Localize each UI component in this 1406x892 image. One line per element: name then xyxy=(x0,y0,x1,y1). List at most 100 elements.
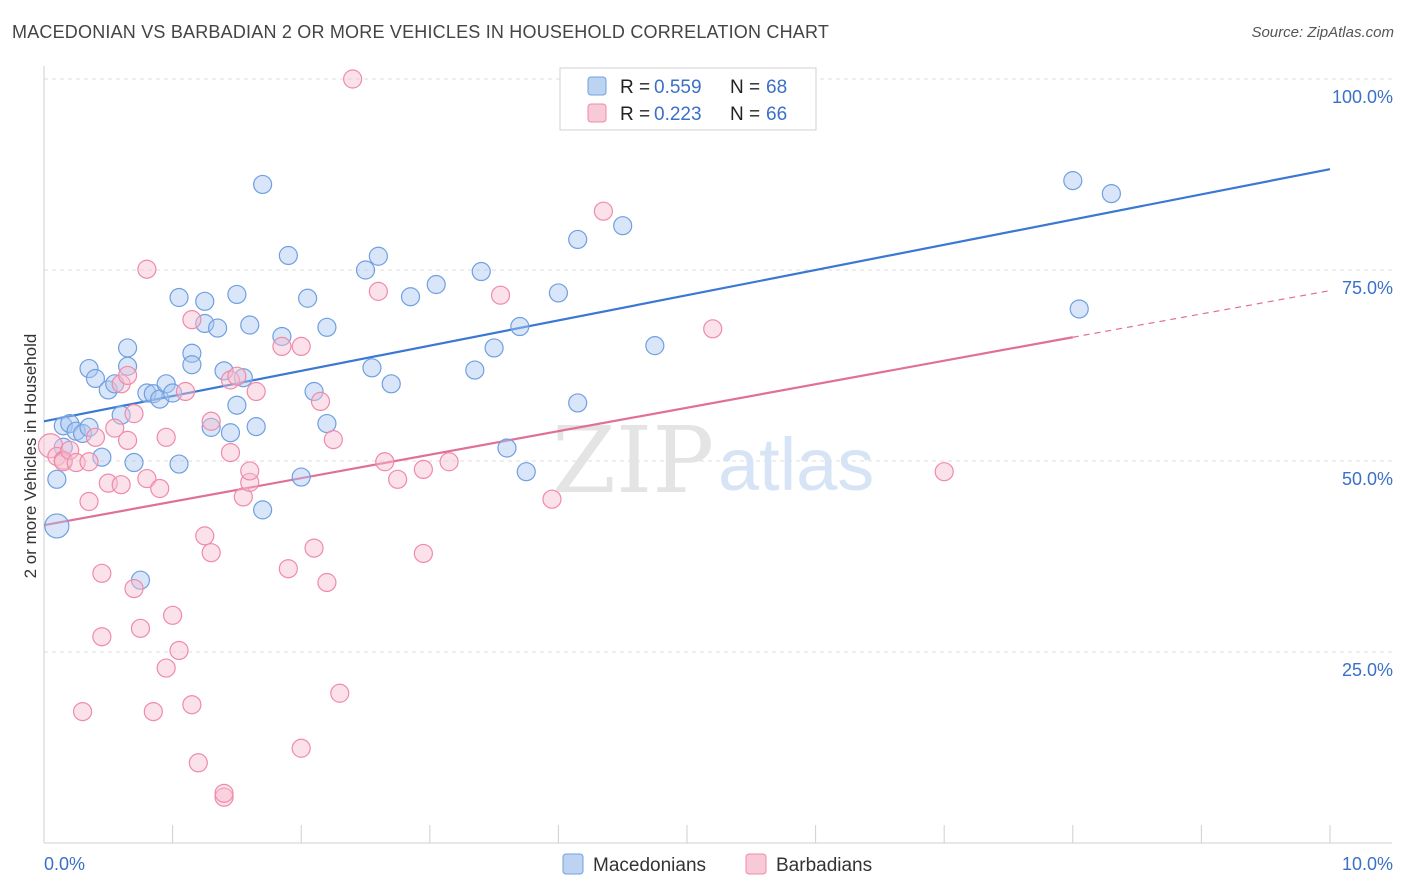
point-barbadian xyxy=(124,404,144,424)
point-barbadian xyxy=(368,281,388,301)
x-tick-label: 0.0% xyxy=(44,854,85,874)
point-barbadian xyxy=(593,201,614,221)
stats-legend: R = 0.559 N = 68 R = 0.223 N = 66 xyxy=(559,67,817,131)
point-macedonian xyxy=(1069,299,1089,319)
point-macedonian xyxy=(182,343,202,363)
stats-legend-n-label-1: N = xyxy=(730,77,760,98)
point-barbadian xyxy=(79,452,99,472)
point-macedonian xyxy=(272,326,292,347)
trend-line-barbadians-extension xyxy=(1072,290,1331,338)
point-macedonian xyxy=(92,447,112,467)
stats-legend-r-value-1: 0.559 xyxy=(654,77,702,98)
point-macedonian xyxy=(44,513,70,539)
stats-legend-n-value-1: 68 xyxy=(766,77,787,98)
tick-labels: 100.0% 75.0% 50.0% 25.0% 0.0% 10.0% xyxy=(44,87,1393,874)
point-barbadian xyxy=(188,753,208,773)
point-barbadian xyxy=(150,478,170,499)
point-barbadian xyxy=(85,427,106,447)
point-macedonian xyxy=(362,358,382,378)
point-macedonian xyxy=(1063,171,1083,191)
point-macedonian xyxy=(568,393,588,413)
point-macedonian xyxy=(227,284,247,305)
point-barbadian xyxy=(60,440,80,460)
point-macedonian xyxy=(317,413,337,434)
point-macedonian xyxy=(208,318,228,338)
chart-source: Source: ZipAtlas.com xyxy=(1251,24,1394,41)
point-barbadian xyxy=(169,640,189,661)
point-barbadian xyxy=(156,658,176,678)
chart-title: MACEDONIAN VS BARBADIAN 2 OR MORE VEHICL… xyxy=(12,22,830,42)
point-barbadian xyxy=(124,578,144,599)
point-macedonian xyxy=(79,417,99,437)
point-macedonian xyxy=(253,500,273,520)
point-barbadian xyxy=(240,461,260,481)
point-barbadian xyxy=(278,559,298,579)
point-barbadian xyxy=(703,319,723,339)
stats-legend-swatch-blue xyxy=(587,76,607,96)
stats-legend-r-label-2: R = xyxy=(620,104,650,125)
gridlines xyxy=(44,78,1392,653)
point-barbadian xyxy=(291,336,311,356)
point-barbadian xyxy=(117,430,138,450)
y-tick-label: 50.0% xyxy=(1342,469,1393,489)
point-macedonian xyxy=(60,413,80,434)
axes xyxy=(43,66,1392,844)
point-macedonian xyxy=(278,245,298,266)
point-barbadian xyxy=(214,783,234,803)
point-macedonian xyxy=(79,358,99,379)
point-barbadian xyxy=(304,538,324,558)
point-barbadian xyxy=(92,627,112,647)
point-barbadian xyxy=(310,391,331,412)
point-barbadian xyxy=(413,459,433,480)
point-macedonian xyxy=(471,261,491,282)
point-barbadian xyxy=(182,310,202,330)
point-barbadian xyxy=(201,411,221,431)
x-tick-label: 10.0% xyxy=(1342,854,1393,874)
watermark-zip: ZIP xyxy=(552,407,714,514)
legend-swatch-barbadians xyxy=(745,853,767,875)
trend-line-macedonians xyxy=(43,168,1331,423)
point-barbadian xyxy=(227,366,247,386)
point-macedonian xyxy=(1101,184,1121,204)
point-macedonian xyxy=(510,316,530,337)
point-barbadian xyxy=(220,442,241,463)
data-points xyxy=(37,69,1121,807)
watermark: ZIP atlas xyxy=(552,407,874,514)
point-barbadian xyxy=(490,285,511,305)
point-macedonian xyxy=(465,360,485,380)
point-macedonian xyxy=(195,291,215,311)
stats-legend-swatch-pink xyxy=(587,103,607,123)
point-macedonian xyxy=(400,287,421,307)
point-barbadian xyxy=(272,336,292,356)
point-barbadian xyxy=(175,381,196,402)
y-tick-label: 25.0% xyxy=(1342,660,1393,680)
point-barbadian xyxy=(143,701,163,722)
point-barbadian xyxy=(330,683,350,703)
legend-label-macedonians: Macedonians xyxy=(593,855,706,876)
trend-lines xyxy=(43,168,1331,527)
stats-legend-n-label-2: N = xyxy=(730,104,760,125)
legend-swatch-macedonians xyxy=(562,853,584,875)
legend-label-barbadians: Barbadians xyxy=(776,855,872,876)
point-barbadian xyxy=(130,618,151,638)
point-barbadian xyxy=(317,572,337,593)
point-macedonian xyxy=(169,454,189,474)
point-macedonian xyxy=(484,338,504,358)
point-barbadian xyxy=(72,701,93,722)
point-barbadian xyxy=(246,381,266,402)
point-barbadian xyxy=(137,259,157,279)
point-barbadian xyxy=(388,469,408,489)
point-macedonian xyxy=(227,395,247,415)
point-barbadian xyxy=(137,468,157,489)
point-barbadian xyxy=(117,365,138,386)
point-macedonian xyxy=(355,260,376,280)
point-macedonian xyxy=(298,288,318,308)
point-barbadian xyxy=(201,543,221,563)
point-macedonian xyxy=(304,381,324,402)
point-macedonian xyxy=(240,315,260,335)
point-macedonian xyxy=(368,246,388,266)
series-legend: Macedonians Barbadians xyxy=(562,853,872,876)
y-tick-label: 100.0% xyxy=(1332,87,1393,107)
point-barbadian xyxy=(375,452,395,472)
point-macedonian xyxy=(124,452,144,473)
